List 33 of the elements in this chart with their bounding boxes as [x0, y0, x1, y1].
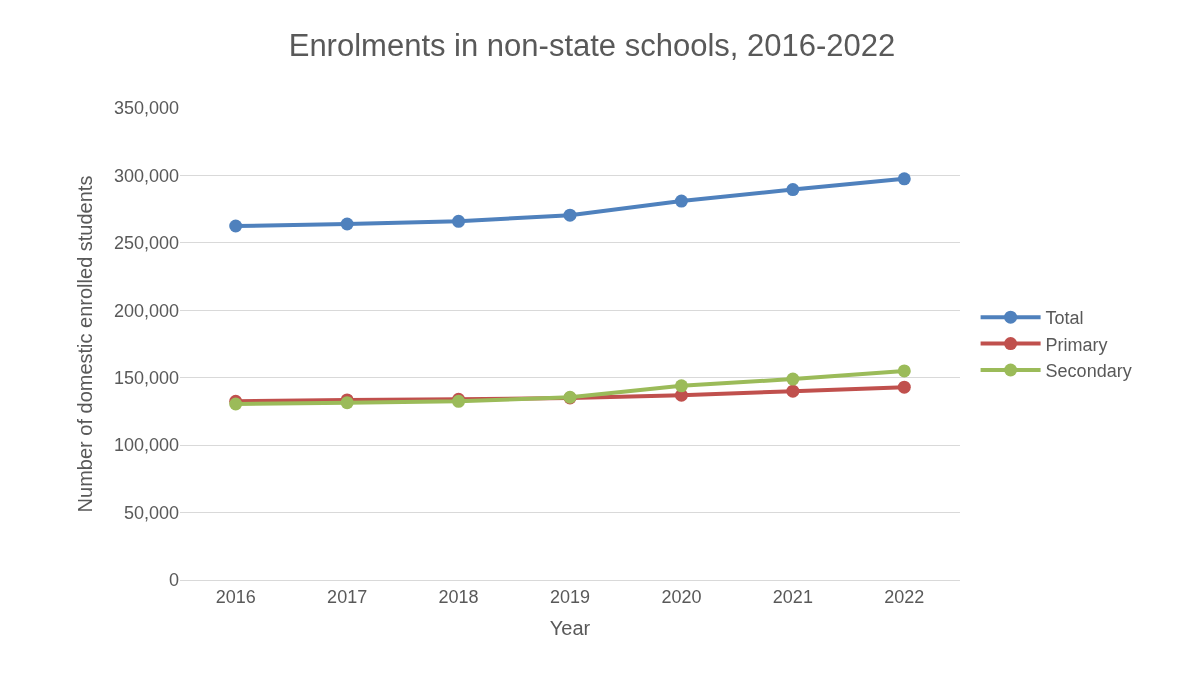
- point: [452, 214, 466, 228]
- point: [229, 219, 243, 233]
- point: [897, 380, 911, 394]
- point: [674, 194, 688, 208]
- x-tick-label: 2021: [772, 586, 813, 607]
- x-tick-label: 2022: [884, 586, 925, 607]
- chart-title: Enrolments in non-state schools, 2016-2022: [288, 28, 896, 64]
- y-tick-label: 200,000: [113, 300, 179, 321]
- x-tick-label: 2019: [549, 586, 591, 607]
- x-tick-label: 2016: [215, 586, 256, 607]
- legend-label: Total: [1045, 308, 1084, 329]
- point: [563, 208, 577, 222]
- legend-label: Secondary: [1045, 361, 1132, 382]
- point: [786, 384, 800, 398]
- y-tick-label: 150,000: [113, 368, 179, 389]
- y-tick-label: 100,000: [113, 435, 179, 456]
- point: [897, 364, 911, 378]
- point: [674, 379, 688, 393]
- y-axis-title: Number of domestic enrolled students: [74, 175, 97, 513]
- x-tick-label: 2020: [661, 586, 702, 607]
- point: [786, 372, 800, 386]
- y-tick-label: 50,000: [123, 502, 179, 523]
- point: [786, 183, 800, 197]
- x-tick-label: 2018: [438, 586, 479, 607]
- point: [897, 172, 911, 186]
- point: [340, 217, 354, 231]
- x-tick-label: 2017: [327, 586, 368, 607]
- y-tick-label: 250,000: [113, 233, 179, 254]
- x-axis-title: Year: [549, 617, 591, 640]
- y-tick-label: 300,000: [113, 165, 179, 186]
- y-tick-label: 350,000: [113, 98, 179, 119]
- y-tick-label: 0: [168, 570, 179, 591]
- legend-label: Primary: [1045, 334, 1108, 355]
